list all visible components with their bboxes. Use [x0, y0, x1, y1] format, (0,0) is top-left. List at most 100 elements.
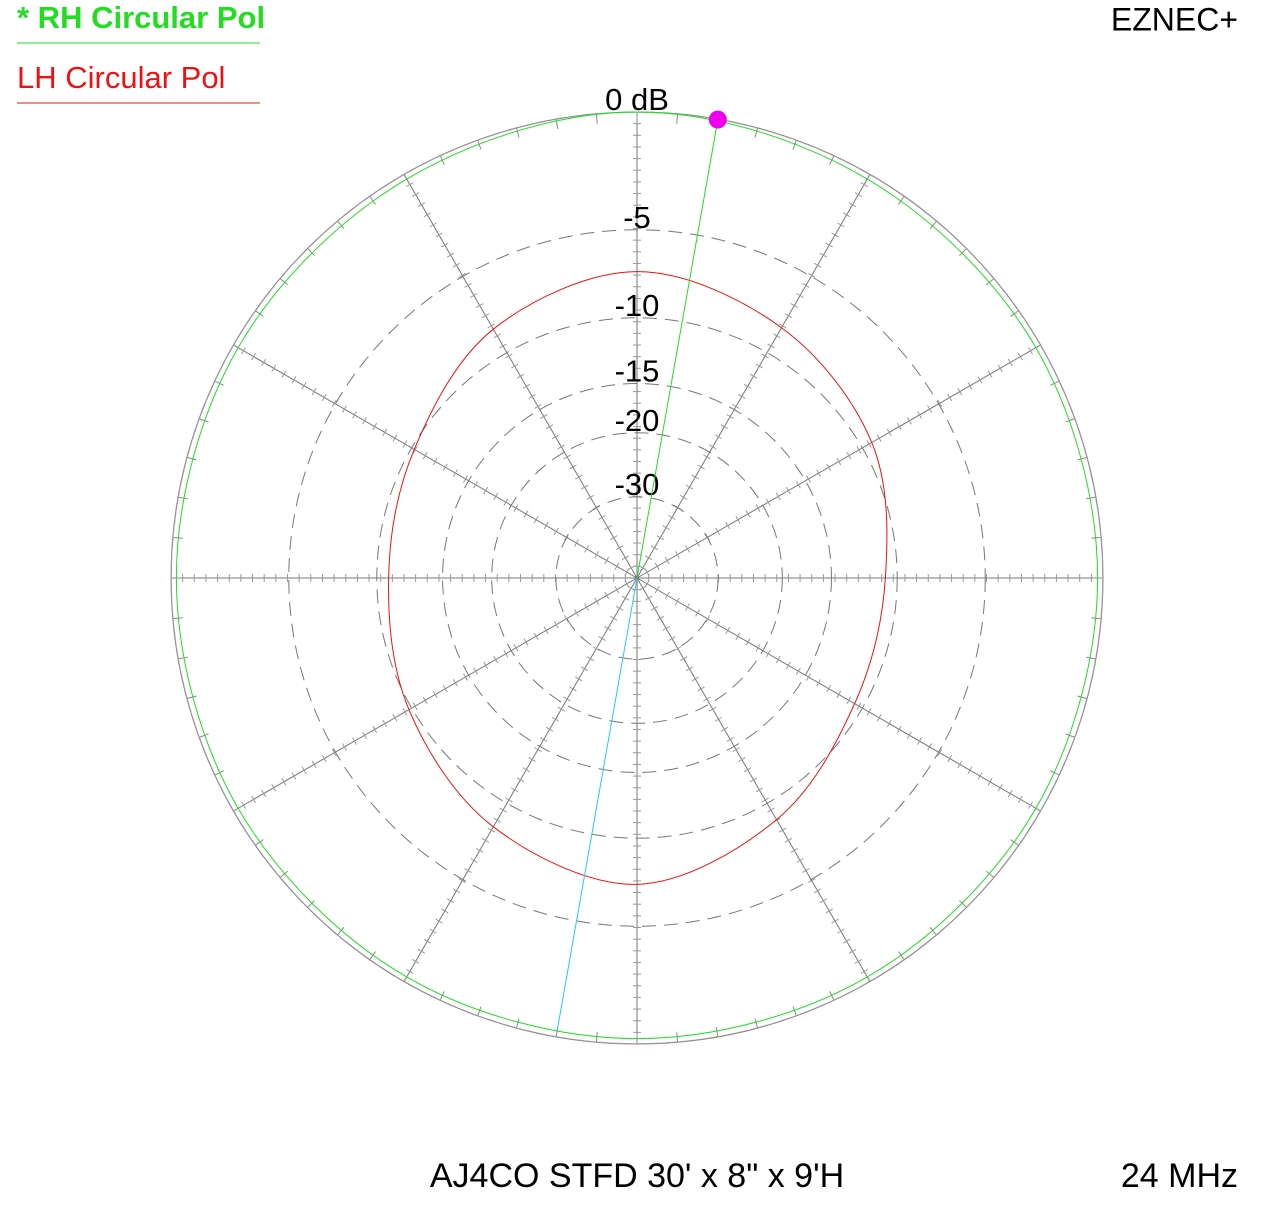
degree-tick — [254, 839, 264, 846]
spoke-tick — [836, 457, 842, 466]
spoke-tick — [402, 440, 408, 448]
spoke-tick — [726, 736, 734, 742]
degree-tick — [792, 1006, 797, 1017]
spoke-tick — [505, 797, 513, 803]
spoke-tick — [778, 827, 787, 833]
spoke-tick — [584, 603, 589, 611]
spoke-tick — [487, 323, 496, 329]
degree-tick — [337, 220, 345, 230]
spoke-tick — [987, 370, 993, 378]
degree-tick — [1050, 770, 1060, 776]
spoke-tick — [575, 676, 583, 682]
spoke-tick — [808, 272, 816, 278]
spoke-tick — [452, 469, 458, 477]
spoke-tick — [382, 719, 388, 728]
spoke-tick — [977, 772, 983, 780]
spoke-tick — [886, 719, 892, 728]
grid-ring — [376, 317, 898, 839]
spoke-tick — [674, 597, 680, 606]
spoke-tick — [917, 411, 922, 419]
spoke-tick — [836, 690, 842, 699]
spoke-tick — [842, 938, 851, 944]
degree-tick — [307, 900, 315, 908]
spoke-tick — [574, 539, 579, 547]
spoke-tick — [674, 550, 680, 559]
spoke-tick — [755, 363, 764, 369]
degree-tick — [898, 195, 905, 205]
spoke-tick — [691, 474, 699, 480]
spoke-tick — [580, 484, 589, 490]
spoke-tick — [522, 767, 531, 773]
legend-label: * RH Circular Pol — [17, 0, 265, 35]
cursor-line — [636, 119, 719, 579]
spoke-tick — [937, 749, 943, 757]
spoke-tick — [854, 192, 863, 198]
spoke-tick — [540, 736, 548, 742]
spoke-tick — [598, 636, 606, 641]
spoke-tick — [644, 555, 653, 561]
spoke-tick — [423, 212, 432, 218]
spoke-tick — [808, 878, 816, 884]
spoke-tick — [886, 428, 892, 437]
spoke-tick — [503, 650, 509, 658]
spoke-tick — [513, 644, 519, 652]
spoke-tick — [505, 353, 513, 359]
spoke-tick — [656, 535, 665, 541]
spoke-tick — [615, 605, 624, 611]
degree-tick — [676, 113, 679, 124]
spoke-tick — [470, 293, 478, 298]
spoke-tick — [499, 807, 507, 813]
spoke-tick — [790, 847, 798, 853]
spoke-tick — [819, 898, 828, 904]
spoke-tick — [854, 958, 863, 964]
spoke-tick — [761, 353, 769, 359]
spoke-tick — [825, 908, 833, 914]
degree-tick — [898, 951, 905, 961]
spoke-tick — [586, 494, 595, 500]
spoke-tick — [481, 837, 490, 843]
spoke-tick — [856, 446, 862, 454]
spoke-tick — [557, 444, 565, 450]
spoke-tick — [745, 510, 751, 518]
spoke-tick — [813, 888, 822, 894]
spoke-tick — [463, 673, 468, 681]
spoke-tick — [614, 585, 620, 594]
spoke-tick — [1028, 347, 1033, 355]
spoke-tick — [362, 731, 368, 739]
spoke-tick — [321, 754, 327, 763]
spoke-tick — [522, 383, 531, 389]
spoke-tick — [866, 440, 872, 448]
spoke-tick — [321, 393, 327, 402]
r-tick-label: 0 dB — [605, 82, 669, 117]
spoke-tick — [668, 515, 676, 520]
spoke-tick — [745, 638, 751, 646]
spoke-tick — [825, 242, 833, 248]
spoke-tick — [499, 343, 507, 349]
spoke-tick — [674, 646, 682, 652]
degree-tick — [1077, 695, 1088, 700]
spoke-tick — [476, 303, 484, 309]
spoke-tick — [442, 684, 448, 693]
spoke-tick — [927, 405, 933, 413]
spoke-tick — [720, 726, 729, 732]
spoke-tick — [382, 428, 388, 437]
spoke-tick — [650, 605, 659, 611]
spoke-tick — [594, 550, 600, 559]
spoke-tick — [627, 565, 635, 571]
spoke-tick — [644, 595, 653, 601]
spoke-tick — [697, 464, 705, 470]
spoke-tick — [563, 454, 571, 460]
spoke-tick — [796, 293, 804, 298]
spoke-tick — [697, 686, 705, 692]
spoke-tick — [423, 938, 432, 944]
spoke-tick — [1017, 795, 1023, 804]
spoke-tick — [483, 661, 489, 670]
spoke-tick — [493, 655, 499, 664]
cursor-back-line — [556, 577, 638, 1032]
spoke-tick — [331, 749, 337, 757]
degree-tick — [754, 1018, 759, 1029]
degree-tick — [1010, 839, 1020, 846]
spoke-tick — [609, 615, 618, 621]
spoke-tick — [738, 393, 746, 399]
spoke-tick — [352, 737, 357, 745]
